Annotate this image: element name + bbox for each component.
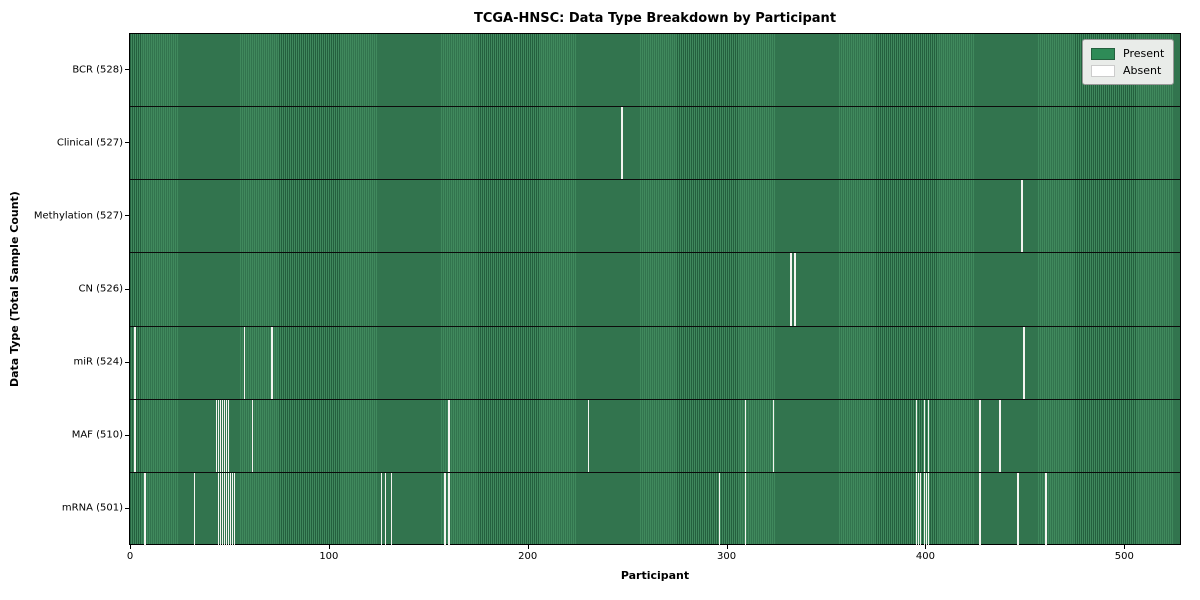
absent-stripe xyxy=(390,472,393,546)
heatmap-row-clinical xyxy=(130,107,1180,181)
chart-title: TCGA-HNSC: Data Type Breakdown by Partic… xyxy=(473,11,837,26)
y-tick-label: mRNA (501) xyxy=(61,502,123,514)
absent-stripe xyxy=(744,399,747,472)
absent-stripe xyxy=(923,472,926,546)
absent-stripe xyxy=(233,472,236,546)
heatmap-row-mir xyxy=(130,326,1180,400)
absent-stripe xyxy=(225,399,228,472)
absent-stripe xyxy=(227,472,230,546)
x-tick-mark xyxy=(925,545,927,549)
x-tick-mark xyxy=(130,545,131,549)
y-tick-mark xyxy=(125,69,129,71)
x-axis-label: Participant xyxy=(620,569,690,582)
absent-stripe xyxy=(925,472,928,546)
heatmap-row-maf xyxy=(130,399,1180,473)
heatmap-row-bcr xyxy=(130,34,1180,108)
legend-item-present: Present xyxy=(1091,45,1173,62)
y-tick-label: BCR (528) xyxy=(72,64,123,76)
y-tick-mark xyxy=(125,215,129,217)
absent-stripe xyxy=(271,326,274,399)
absent-stripe xyxy=(927,399,930,472)
absent-stripe xyxy=(917,472,920,546)
absent-stripe xyxy=(979,399,981,472)
absent-stripe xyxy=(144,472,146,546)
absent-stripe xyxy=(229,472,232,546)
x-tick-label: 500 xyxy=(1114,551,1134,562)
absent-stripe xyxy=(219,399,222,472)
absent-stripe xyxy=(380,472,383,546)
absent-stripe xyxy=(999,399,1001,472)
y-tick-label: Methylation (527) xyxy=(33,210,123,222)
absent-stripe xyxy=(221,399,224,472)
y-tick-label: CN (526) xyxy=(78,283,123,295)
absent-swatch-icon xyxy=(1091,64,1115,77)
absent-stripe xyxy=(444,472,447,546)
absent-stripe xyxy=(979,472,981,546)
x-tick-label: 400 xyxy=(915,551,935,562)
heatmap-plot-area xyxy=(129,33,1181,546)
absent-stripe xyxy=(1023,326,1025,399)
absent-stripe xyxy=(790,253,793,326)
absent-stripe xyxy=(193,472,196,546)
absent-stripe xyxy=(718,472,721,546)
absent-stripe xyxy=(221,472,224,546)
y-tick-mark xyxy=(125,361,129,363)
y-tick-mark xyxy=(125,434,129,436)
absent-stripe xyxy=(1017,472,1019,546)
heatmap-row-cn xyxy=(130,253,1180,327)
y-axis-label: Data Type (Total Sample Count) xyxy=(8,191,21,387)
absent-stripe xyxy=(231,472,234,546)
y-tick-label: MAF (510) xyxy=(71,429,123,441)
absent-stripe xyxy=(915,399,918,472)
absent-stripe xyxy=(243,326,246,399)
absent-stripe xyxy=(225,472,228,546)
x-tick-mark xyxy=(328,545,330,549)
absent-stripe xyxy=(384,472,387,546)
absent-stripe xyxy=(215,399,218,472)
absent-stripe xyxy=(134,399,136,472)
x-tick-label: 100 xyxy=(319,551,339,562)
absent-stripe xyxy=(1045,472,1047,546)
x-tick-mark xyxy=(527,545,529,549)
y-tick-mark xyxy=(125,142,129,144)
absent-stripe xyxy=(448,399,451,472)
legend-item-absent: Absent xyxy=(1091,62,1173,79)
absent-stripe xyxy=(1021,180,1023,253)
x-tick-mark xyxy=(726,545,728,549)
x-tick-mark xyxy=(1124,545,1126,549)
legend-label-absent: Absent xyxy=(1123,64,1162,77)
absent-stripe xyxy=(217,399,220,472)
absent-stripe xyxy=(772,399,775,472)
absent-stripe xyxy=(744,472,747,546)
y-tick-mark xyxy=(125,507,129,509)
absent-stripe xyxy=(919,472,922,546)
x-tick-label: 200 xyxy=(518,551,538,562)
absent-stripe xyxy=(923,399,926,472)
absent-stripe xyxy=(219,472,222,546)
absent-stripe xyxy=(217,472,220,546)
heatmap-row-mrna xyxy=(130,472,1180,546)
legend: Present Absent xyxy=(1082,39,1174,85)
legend-label-present: Present xyxy=(1123,47,1165,60)
absent-stripe xyxy=(134,326,136,399)
heatmap-row-methylation xyxy=(130,180,1180,254)
y-tick-label: miR (524) xyxy=(73,356,123,368)
absent-stripe xyxy=(621,107,624,180)
absent-stripe xyxy=(448,472,451,546)
absent-stripe xyxy=(587,399,590,472)
absent-stripe xyxy=(251,399,254,472)
absent-stripe xyxy=(223,399,226,472)
absent-stripe xyxy=(227,399,230,472)
y-tick-mark xyxy=(125,288,129,290)
absent-stripe xyxy=(927,472,930,546)
y-tick-label: Clinical (527) xyxy=(56,137,123,149)
absent-stripe xyxy=(794,253,797,326)
absent-stripe xyxy=(223,472,226,546)
absent-stripe xyxy=(915,472,918,546)
x-tick-label: 300 xyxy=(717,551,737,562)
present-swatch-icon xyxy=(1091,47,1115,60)
x-tick-label: 0 xyxy=(126,551,134,562)
